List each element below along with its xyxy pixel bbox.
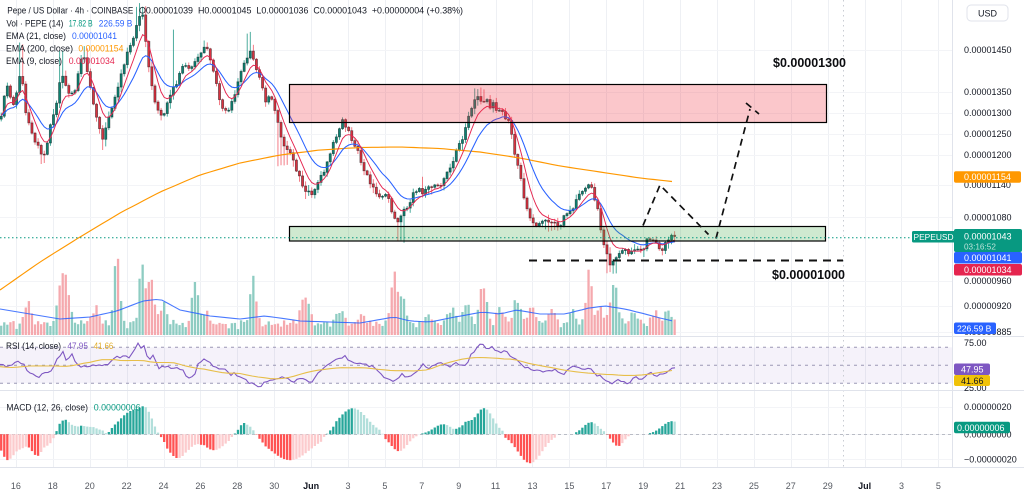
- svg-text:0.00001043: 0.00001043: [964, 232, 1012, 242]
- svg-text:0.00001200: 0.00001200: [964, 150, 1012, 160]
- svg-text:9: 9: [456, 481, 461, 491]
- svg-text:$0.00001000: $0.00001000: [772, 268, 845, 282]
- svg-text:0.00000006: 0.00000006: [94, 403, 141, 413]
- svg-text:0.00001041: 0.00001041: [964, 253, 1012, 263]
- svg-text:USD: USD: [978, 9, 998, 19]
- svg-text:17: 17: [601, 481, 611, 491]
- svg-text:7: 7: [419, 481, 424, 491]
- svg-text:5: 5: [382, 481, 387, 491]
- svg-text:0.00000020: 0.00000020: [964, 402, 1012, 412]
- svg-text:O0.00001039 H0.00001045 L0.0: O0.00001039 H0.00001045 L0.00001036 C0.0…: [139, 6, 463, 16]
- svg-text:75.00: 75.00: [964, 338, 987, 348]
- svg-text:0.00001250: 0.00001250: [964, 129, 1012, 139]
- svg-text:47.95: 47.95: [67, 341, 88, 351]
- svg-text:0.00001350: 0.00001350: [964, 87, 1012, 97]
- svg-text:30: 30: [269, 481, 279, 491]
- svg-text:0.00001080: 0.00001080: [964, 213, 1012, 223]
- svg-text:226.59 B: 226.59 B: [957, 324, 992, 334]
- svg-text:0.00001154: 0.00001154: [78, 44, 123, 54]
- svg-text:41.66: 41.66: [94, 341, 114, 351]
- svg-text:25: 25: [749, 481, 759, 491]
- svg-text:16: 16: [11, 481, 21, 491]
- svg-text:18: 18: [48, 481, 58, 491]
- svg-text:0.00000006: 0.00000006: [957, 423, 1005, 433]
- svg-text:MACD (12, 26, close): MACD (12, 26, close): [6, 403, 88, 413]
- svg-text:27: 27: [786, 481, 796, 491]
- svg-text:Vol · PEPE (14): Vol · PEPE (14): [6, 18, 63, 28]
- svg-text:Jul: Jul: [858, 481, 871, 491]
- svg-text:226.59 B: 226.59 B: [99, 18, 133, 28]
- svg-text:5: 5: [936, 481, 941, 491]
- svg-text:−0.00000020: −0.00000020: [964, 455, 1017, 465]
- svg-text:EMA (21, close): EMA (21, close): [6, 31, 66, 41]
- svg-text:PEPEUSD: PEPEUSD: [913, 232, 953, 242]
- svg-text:0.00001450: 0.00001450: [964, 45, 1012, 55]
- svg-text:EMA (9, close): EMA (9, close): [6, 56, 62, 66]
- svg-text:0.00001300: 0.00001300: [964, 108, 1012, 118]
- svg-text:0.00000920: 0.00000920: [964, 301, 1012, 311]
- svg-text:15: 15: [564, 481, 574, 491]
- svg-text:0.00000960: 0.00000960: [964, 276, 1012, 286]
- svg-text:23: 23: [712, 481, 722, 491]
- svg-text:EMA (200, close): EMA (200, close): [6, 44, 73, 54]
- svg-text:3: 3: [345, 481, 350, 491]
- svg-text:29: 29: [823, 481, 833, 491]
- svg-text:26: 26: [195, 481, 205, 491]
- svg-text:0.00001034: 0.00001034: [964, 265, 1012, 275]
- svg-text:$0.00001300: $0.00001300: [773, 56, 846, 70]
- svg-text:11: 11: [491, 481, 500, 491]
- svg-text:0.00001154: 0.00001154: [964, 172, 1011, 182]
- svg-text:47.95: 47.95: [961, 365, 984, 375]
- svg-text:0.00001034: 0.00001034: [69, 56, 115, 66]
- svg-text:20: 20: [85, 481, 95, 491]
- svg-text:RSI (14, close): RSI (14, close): [6, 341, 61, 351]
- svg-text:41.66: 41.66: [961, 376, 984, 386]
- svg-text:24: 24: [158, 481, 168, 491]
- svg-text:Jun: Jun: [303, 481, 319, 491]
- svg-text:17.82 B: 17.82 B: [69, 18, 93, 28]
- svg-text:0.00001041: 0.00001041: [72, 31, 117, 41]
- svg-text:28: 28: [232, 481, 242, 491]
- svg-text:13: 13: [527, 481, 537, 491]
- svg-text:Pepe / US Dollar · 4h · COINBA: Pepe / US Dollar · 4h · COINBASE: [7, 6, 133, 16]
- svg-text:22: 22: [122, 481, 132, 491]
- svg-text:3: 3: [899, 481, 904, 491]
- svg-text:21: 21: [675, 481, 685, 491]
- svg-text:03:16:52: 03:16:52: [964, 242, 996, 251]
- svg-text:19: 19: [638, 481, 648, 491]
